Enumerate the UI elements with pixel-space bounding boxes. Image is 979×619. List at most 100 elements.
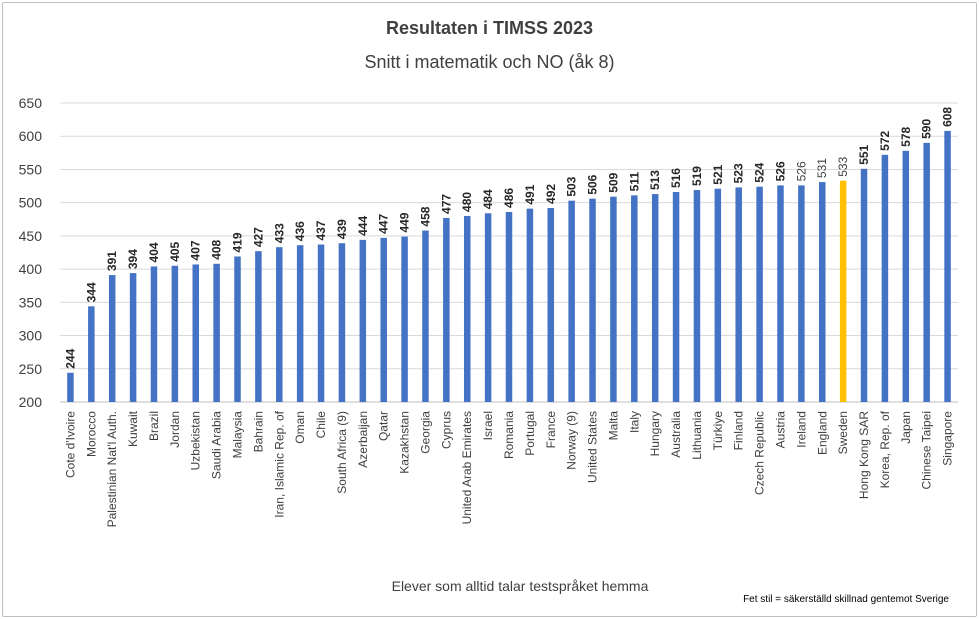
category-label: Portugal bbox=[523, 411, 537, 456]
category-label: Oman bbox=[293, 411, 307, 444]
bar bbox=[150, 266, 158, 402]
value-label: 436 bbox=[293, 221, 307, 241]
category-label: Malta bbox=[606, 411, 620, 441]
bar bbox=[296, 245, 304, 402]
value-label: 516 bbox=[669, 168, 683, 188]
value-label: 480 bbox=[460, 192, 474, 212]
value-label: 427 bbox=[251, 227, 265, 247]
bar bbox=[443, 217, 450, 402]
y-tick-label: 550 bbox=[19, 161, 43, 177]
bar bbox=[881, 154, 889, 402]
value-label: 503 bbox=[565, 176, 579, 196]
value-label: 526 bbox=[773, 161, 787, 181]
bar bbox=[777, 185, 784, 402]
y-tick-label: 250 bbox=[19, 361, 43, 377]
bar bbox=[944, 130, 951, 402]
category-label: France bbox=[544, 411, 558, 449]
category-label: Iran, Islamic Rep. of bbox=[272, 410, 286, 517]
bar bbox=[359, 239, 367, 402]
category-label: Ireland bbox=[794, 411, 808, 448]
y-axis-ticks: 200 250 300 350 400 450 500 550 600 650 bbox=[19, 95, 43, 410]
value-label: 439 bbox=[335, 219, 349, 239]
y-tick-label: 450 bbox=[19, 228, 43, 244]
bar bbox=[526, 208, 534, 402]
bar bbox=[693, 190, 701, 402]
value-label: 405 bbox=[168, 241, 182, 261]
y-tick-label: 400 bbox=[19, 261, 43, 277]
bar bbox=[213, 263, 220, 402]
category-label: Hungary bbox=[648, 411, 662, 456]
chart-title: Resultaten i TIMSS 2023 bbox=[385, 18, 594, 38]
bar bbox=[401, 236, 408, 402]
x-axis-label: Elever som alltid talar testspråket hemm… bbox=[391, 578, 649, 594]
value-label: 511 bbox=[627, 172, 641, 192]
value-label: 533 bbox=[836, 156, 850, 176]
value-label: 509 bbox=[606, 172, 620, 192]
bar bbox=[463, 215, 471, 402]
category-label: England bbox=[815, 411, 829, 455]
bar bbox=[819, 182, 826, 402]
value-label: 408 bbox=[210, 239, 224, 259]
bar bbox=[338, 243, 346, 402]
category-label: Norway (9) bbox=[565, 411, 579, 470]
category-labels: Cote d'Ivoire Morocco Palestinian Nat'l Au… bbox=[63, 410, 954, 527]
bar bbox=[568, 200, 575, 402]
value-label: 524 bbox=[753, 162, 767, 182]
value-label: 477 bbox=[439, 194, 453, 214]
value-label: 521 bbox=[711, 164, 725, 184]
value-label: 444 bbox=[356, 216, 370, 236]
value-label: 590 bbox=[920, 119, 934, 139]
category-label: Israel bbox=[481, 411, 495, 440]
bar bbox=[735, 187, 742, 402]
category-label: Cote d'Ivoire bbox=[63, 411, 77, 478]
value-label: 526 bbox=[794, 161, 808, 181]
value-label: 519 bbox=[690, 166, 704, 186]
bar bbox=[902, 150, 910, 402]
value-labels: 244 344 391 394 404 405 407 408 419 427 433 436 437 4… bbox=[63, 107, 954, 369]
category-label: Saudi Arabia bbox=[210, 411, 224, 479]
bar bbox=[484, 213, 492, 402]
value-label: 394 bbox=[126, 249, 140, 269]
category-label: Cyprus bbox=[439, 411, 453, 449]
category-label: Palestinian Nat'l Auth. bbox=[105, 411, 119, 527]
bar bbox=[798, 185, 805, 402]
value-label: 491 bbox=[523, 184, 537, 204]
category-label: Uzbekistan bbox=[189, 411, 203, 470]
category-label: Jordan bbox=[168, 411, 182, 448]
bar bbox=[923, 142, 930, 402]
category-label: Lithuania bbox=[690, 411, 704, 460]
footnote: Fet stil = säkerställd skillnad gentemot… bbox=[743, 594, 949, 605]
bar bbox=[88, 306, 95, 402]
value-label: 419 bbox=[231, 232, 245, 252]
category-label: Malaysia bbox=[231, 411, 245, 459]
value-label: 404 bbox=[147, 242, 161, 262]
y-tick-label: 350 bbox=[19, 294, 43, 310]
bar bbox=[589, 198, 596, 402]
bar bbox=[67, 372, 74, 402]
category-label: Georgia bbox=[418, 411, 432, 454]
bar bbox=[108, 275, 116, 402]
bar bbox=[255, 251, 262, 402]
value-label: 572 bbox=[878, 130, 892, 150]
value-label: 484 bbox=[481, 189, 495, 209]
category-label: United States bbox=[586, 411, 600, 483]
category-label: Singapore bbox=[941, 411, 955, 466]
bar bbox=[129, 273, 137, 402]
chart-subtitle: Snitt i matematik och NO (åk 8) bbox=[364, 52, 615, 72]
value-label: 244 bbox=[63, 348, 77, 368]
value-label: 486 bbox=[502, 188, 516, 208]
category-label: South Africa (9) bbox=[335, 411, 349, 494]
category-label: Chile bbox=[314, 411, 328, 439]
bar bbox=[192, 264, 199, 402]
value-label: 391 bbox=[105, 251, 119, 271]
value-label: 344 bbox=[84, 282, 98, 302]
value-label: 492 bbox=[544, 184, 558, 204]
bar bbox=[234, 256, 241, 402]
category-label: Korea, Rep. of bbox=[878, 410, 892, 488]
value-label: 531 bbox=[815, 158, 829, 178]
category-label: Azerbaijan bbox=[356, 411, 370, 468]
category-label: Türkiye bbox=[711, 411, 725, 451]
value-label: 551 bbox=[857, 144, 871, 164]
bar bbox=[839, 180, 847, 402]
